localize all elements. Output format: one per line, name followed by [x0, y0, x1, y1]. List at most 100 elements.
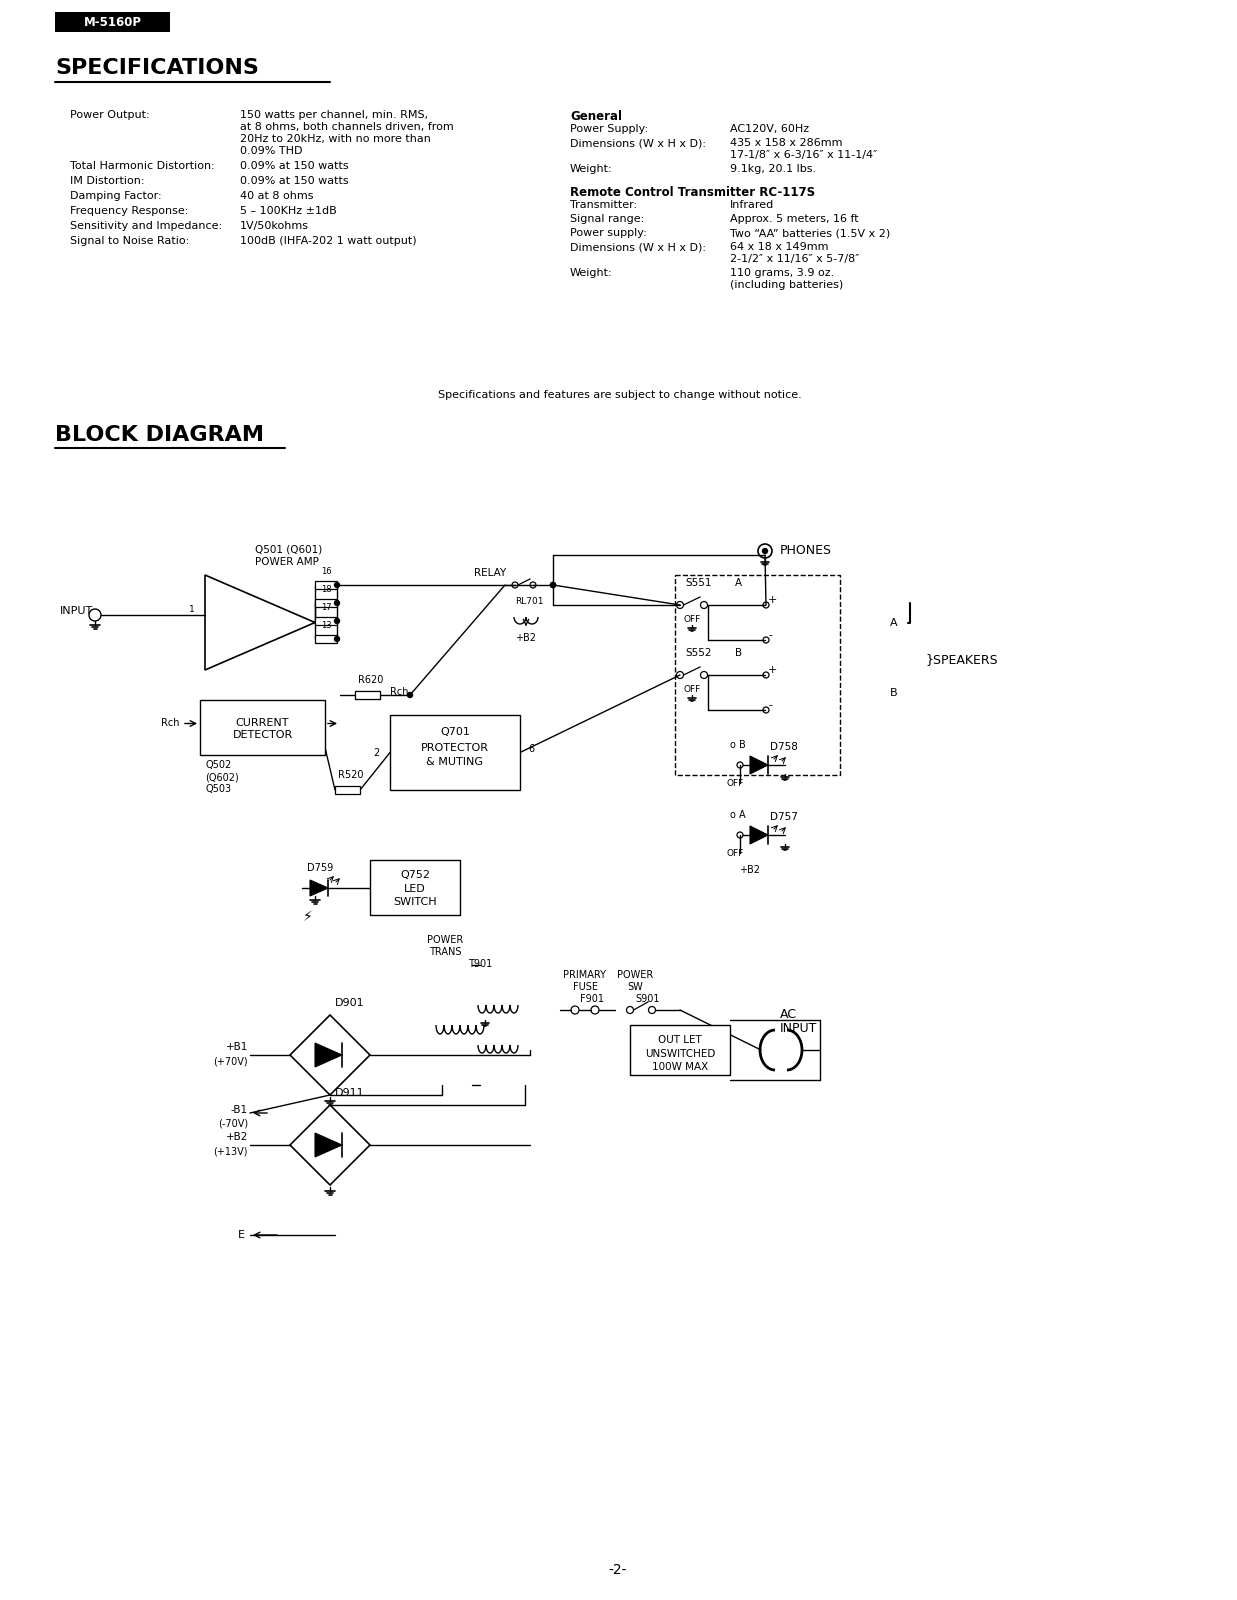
Text: (including batteries): (including batteries) — [730, 280, 844, 290]
Text: Power supply:: Power supply: — [570, 227, 647, 238]
Text: A: A — [735, 578, 742, 587]
Text: AC: AC — [781, 1008, 797, 1021]
Text: at 8 ohms, both channels driven, from: at 8 ohms, both channels driven, from — [240, 122, 454, 133]
Text: 0.09% at 150 watts: 0.09% at 150 watts — [240, 162, 349, 171]
Text: Q502: Q502 — [205, 760, 231, 770]
Text: 2: 2 — [374, 747, 380, 757]
Text: Transmitter:: Transmitter: — [570, 200, 637, 210]
Text: A: A — [889, 618, 898, 627]
Text: R520: R520 — [338, 770, 364, 781]
Circle shape — [762, 549, 767, 554]
Text: 100dB (IHFA-202 1 watt output): 100dB (IHFA-202 1 watt output) — [240, 235, 417, 246]
Text: OFF: OFF — [683, 685, 700, 693]
Text: DETECTOR: DETECTOR — [233, 730, 293, 739]
Bar — [54, 11, 169, 32]
Bar — [315, 598, 336, 606]
Text: 435 x 158 x 286mm: 435 x 158 x 286mm — [730, 138, 842, 149]
Text: o A: o A — [730, 810, 746, 819]
Text: 110 grams, 3.9 oz.: 110 grams, 3.9 oz. — [730, 267, 834, 278]
Text: Signal range:: Signal range: — [570, 214, 644, 224]
Text: +B2: +B2 — [225, 1133, 247, 1142]
Polygon shape — [315, 1043, 341, 1067]
Text: 17: 17 — [320, 603, 332, 611]
Text: OUT LET: OUT LET — [658, 1035, 701, 1045]
Text: o B: o B — [730, 739, 746, 750]
Text: }SPEAKERS: }SPEAKERS — [925, 653, 997, 667]
Bar — [335, 786, 360, 794]
Text: E: E — [238, 1230, 245, 1240]
Text: SWITCH: SWITCH — [393, 898, 437, 907]
Text: -2-: -2- — [609, 1563, 627, 1578]
Text: AC120V, 60Hz: AC120V, 60Hz — [730, 125, 809, 134]
Text: Frequency Response:: Frequency Response: — [71, 206, 188, 216]
Text: R620: R620 — [357, 675, 383, 685]
Text: S901: S901 — [635, 994, 659, 1005]
Bar — [370, 861, 460, 915]
Text: 0.09% at 150 watts: 0.09% at 150 watts — [240, 176, 349, 186]
Text: S552: S552 — [685, 648, 711, 658]
Text: Infrared: Infrared — [730, 200, 774, 210]
Text: Total Harmonic Distortion:: Total Harmonic Distortion: — [71, 162, 215, 171]
Text: INPUT: INPUT — [61, 606, 93, 616]
Text: IM Distortion:: IM Distortion: — [71, 176, 145, 186]
Text: (Q602): (Q602) — [205, 773, 239, 782]
Text: OFF: OFF — [726, 779, 743, 787]
Text: D757: D757 — [769, 813, 798, 822]
Text: POWER AMP: POWER AMP — [255, 557, 319, 566]
Circle shape — [407, 693, 412, 698]
Circle shape — [550, 582, 555, 587]
Text: 100W MAX: 100W MAX — [652, 1062, 708, 1072]
Text: OFF: OFF — [726, 848, 743, 858]
Text: Q752: Q752 — [400, 870, 430, 880]
Text: D901: D901 — [335, 998, 365, 1008]
Bar — [355, 691, 380, 699]
Text: 13: 13 — [320, 621, 332, 630]
Text: M-5160P: M-5160P — [84, 16, 141, 29]
Text: 6: 6 — [528, 744, 534, 754]
Text: 5 – 100KHz ±1dB: 5 – 100KHz ±1dB — [240, 206, 336, 216]
Bar — [200, 701, 325, 755]
Text: 1: 1 — [189, 605, 195, 613]
Text: CURRENT: CURRENT — [236, 718, 289, 728]
Text: ⚡: ⚡ — [303, 910, 313, 925]
Text: Weight:: Weight: — [570, 165, 612, 174]
Text: Dimensions (W x H x D):: Dimensions (W x H x D): — [570, 138, 706, 149]
Text: PROTECTOR: PROTECTOR — [421, 742, 489, 754]
Text: Rch: Rch — [390, 686, 408, 698]
Text: Dimensions (W x H x D):: Dimensions (W x H x D): — [570, 242, 706, 251]
Text: D758: D758 — [769, 742, 798, 752]
Text: & MUTING: & MUTING — [427, 757, 484, 766]
Text: Approx. 5 meters, 16 ft: Approx. 5 meters, 16 ft — [730, 214, 858, 224]
Text: 18: 18 — [320, 586, 332, 594]
Text: INPUT: INPUT — [781, 1022, 818, 1035]
Polygon shape — [750, 757, 768, 774]
Circle shape — [550, 582, 555, 587]
Text: Specifications and features are subject to change without notice.: Specifications and features are subject … — [438, 390, 802, 400]
Text: B: B — [889, 688, 898, 698]
Text: 2-1/2″ x 11/16″ x 5-7/8″: 2-1/2″ x 11/16″ x 5-7/8″ — [730, 254, 860, 264]
Text: +: + — [768, 595, 777, 605]
Text: -: - — [768, 630, 772, 640]
Polygon shape — [310, 880, 328, 896]
Text: Two “AA” batteries (1.5V x 2): Two “AA” batteries (1.5V x 2) — [730, 227, 891, 238]
Text: 9.1kg, 20.1 lbs.: 9.1kg, 20.1 lbs. — [730, 165, 816, 174]
Bar — [355, 691, 380, 699]
Text: Power Supply:: Power Supply: — [570, 125, 648, 134]
Bar — [315, 581, 336, 589]
Text: D759: D759 — [307, 862, 333, 874]
Text: +B2: +B2 — [740, 866, 761, 875]
Text: S551: S551 — [685, 578, 711, 587]
Text: SPECIFICATIONS: SPECIFICATIONS — [54, 58, 259, 78]
Text: 20Hz to 20kHz, with no more than: 20Hz to 20kHz, with no more than — [240, 134, 430, 144]
Text: 40 at 8 ohms: 40 at 8 ohms — [240, 190, 313, 202]
Text: +B2: +B2 — [516, 634, 537, 643]
Text: -B1: -B1 — [231, 1106, 247, 1115]
Text: PHONES: PHONES — [781, 544, 833, 557]
Text: BLOCK DIAGRAM: BLOCK DIAGRAM — [54, 426, 263, 445]
Text: Remote Control Transmitter RC-117S: Remote Control Transmitter RC-117S — [570, 186, 815, 198]
Text: 64 x 18 x 149mm: 64 x 18 x 149mm — [730, 242, 829, 251]
Text: RL701: RL701 — [515, 597, 543, 606]
Text: Weight:: Weight: — [570, 267, 612, 278]
Text: Signal to Noise Ratio:: Signal to Noise Ratio: — [71, 235, 189, 246]
Bar — [630, 1026, 730, 1075]
